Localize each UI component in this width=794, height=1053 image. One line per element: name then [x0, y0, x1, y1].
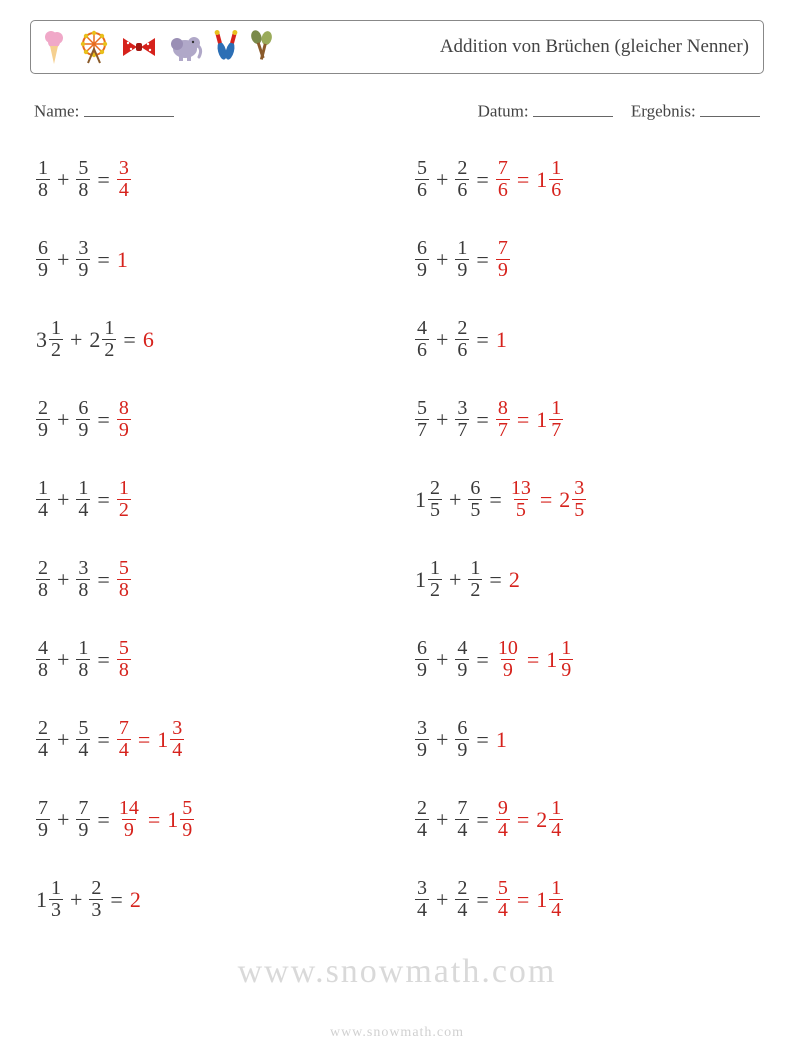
equals-op: =	[517, 807, 529, 833]
equals-op: =	[527, 647, 539, 673]
result-label: Ergebnis:	[631, 102, 696, 121]
equals-op: =	[489, 487, 501, 513]
worksheet-title: Addition von Brüchen (gleicher Nenner)	[440, 36, 749, 58]
header-box: Addition von Brüchen (gleicher Nenner)	[30, 20, 764, 74]
equals-op: =	[517, 167, 529, 193]
plus-op: +	[436, 327, 448, 353]
problem-row: 39+69=1	[415, 712, 764, 768]
problem-row: 18+58=34	[36, 152, 385, 208]
equals-op: =	[97, 167, 109, 193]
problem-row: 69+19=79	[415, 232, 764, 288]
plus-op: +	[449, 567, 461, 593]
problem-row: 69+39=1	[36, 232, 385, 288]
footer-url: www.snowmath.com	[0, 1025, 794, 1041]
result-blank[interactable]	[700, 98, 760, 117]
equals-op: =	[476, 247, 488, 273]
equals-op: =	[148, 807, 160, 833]
problem-row: 125+65=135=235	[415, 472, 764, 528]
problem-row: 69+49=109=119	[415, 632, 764, 688]
equals-op: =	[97, 487, 109, 513]
equals-op: =	[97, 407, 109, 433]
plus-op: +	[57, 807, 69, 833]
plus-op: +	[449, 487, 461, 513]
meta-name: Name:	[34, 98, 478, 122]
equals-op: =	[540, 487, 552, 513]
equals-op: =	[97, 727, 109, 753]
equals-op: =	[123, 327, 135, 353]
problem-row: 29+69=89	[36, 392, 385, 448]
worksheet-page: Addition von Brüchen (gleicher Nenner) N…	[0, 0, 794, 1053]
equals-op: =	[476, 887, 488, 913]
problem-row: 56+26=76=116	[415, 152, 764, 208]
plus-op: +	[57, 407, 69, 433]
plus-op: +	[57, 487, 69, 513]
equals-op: =	[476, 807, 488, 833]
plus-op: +	[436, 247, 448, 273]
date-label: Datum:	[478, 102, 529, 121]
equals-op: =	[138, 727, 150, 753]
plus-op: +	[436, 647, 448, 673]
problem-row: 14+14=12	[36, 472, 385, 528]
problem-row: 113+23=2	[36, 872, 385, 928]
equals-op: =	[97, 567, 109, 593]
problem-row: 57+37=87=117	[415, 392, 764, 448]
equals-op: =	[517, 407, 529, 433]
plus-op: +	[57, 727, 69, 753]
pins-icon	[213, 29, 239, 65]
problem-row: 28+38=58	[36, 552, 385, 608]
plus-op: +	[70, 327, 82, 353]
problem-row: 24+74=94=214	[415, 792, 764, 848]
watermark: www.snowmath.com	[0, 953, 794, 991]
plus-op: +	[436, 727, 448, 753]
plus-op: +	[57, 647, 69, 673]
problem-row: 112+12=2	[415, 552, 764, 608]
equals-op: =	[97, 807, 109, 833]
plus-op: +	[57, 247, 69, 273]
header-icons	[41, 28, 273, 66]
name-label: Name:	[34, 102, 79, 121]
elephant-icon	[167, 31, 203, 63]
bowtie-icon	[121, 35, 157, 59]
equals-op: =	[476, 167, 488, 193]
equals-op: =	[476, 727, 488, 753]
meta-date: Datum:	[478, 98, 613, 122]
ferris-wheel-icon	[77, 29, 111, 65]
problems-grid: 18+58=34 56+26=76=116 69+39=1 69+19=79 312+2…	[30, 152, 764, 928]
meta-row: Name: Datum: Ergebnis:	[34, 98, 760, 122]
problem-row: 312+212=6	[36, 312, 385, 368]
problem-row: 46+26=1	[415, 312, 764, 368]
plus-op: +	[57, 167, 69, 193]
date-blank[interactable]	[533, 98, 613, 117]
equals-op: =	[476, 407, 488, 433]
equals-op: =	[517, 887, 529, 913]
cotton-candy-icon	[41, 28, 67, 66]
equals-op: =	[476, 647, 488, 673]
plus-op: +	[436, 167, 448, 193]
maracas-icon	[249, 29, 273, 65]
plus-op: +	[70, 887, 82, 913]
equals-op: =	[489, 567, 501, 593]
problem-row: 79+79=149=159	[36, 792, 385, 848]
plus-op: +	[436, 407, 448, 433]
equals-op: =	[476, 327, 488, 353]
plus-op: +	[436, 807, 448, 833]
problem-row: 24+54=74=134	[36, 712, 385, 768]
problem-row: 48+18=58	[36, 632, 385, 688]
plus-op: +	[57, 567, 69, 593]
name-blank[interactable]	[84, 98, 174, 117]
plus-op: +	[436, 887, 448, 913]
equals-op: =	[97, 647, 109, 673]
equals-op: =	[110, 887, 122, 913]
equals-op: =	[97, 247, 109, 273]
meta-result: Ergebnis:	[631, 98, 760, 122]
problem-row: 34+24=54=114	[415, 872, 764, 928]
